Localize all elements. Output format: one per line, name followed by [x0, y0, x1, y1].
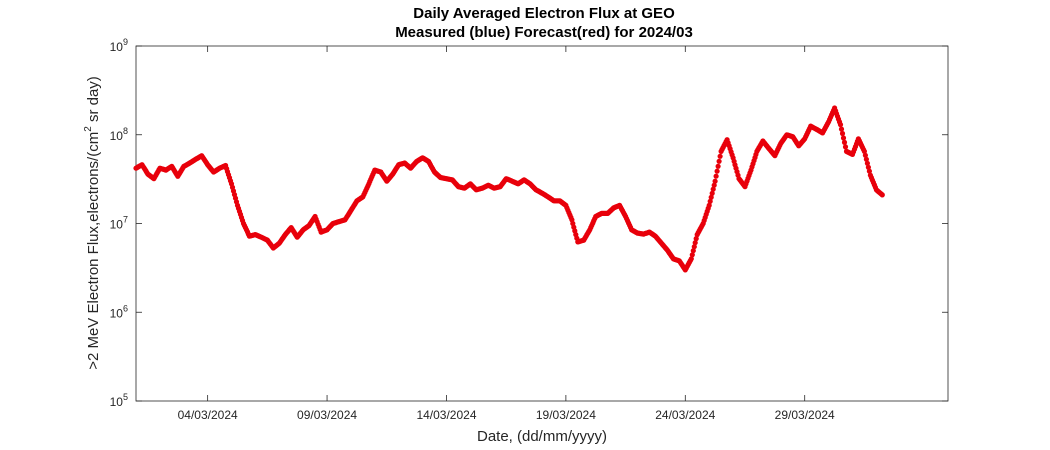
data-point — [864, 160, 871, 166]
y-axis-label-superscript: 2 — [83, 126, 94, 132]
x-tick-label: 29/03/2024 — [775, 408, 835, 422]
y-tick-base: 10 — [110, 40, 124, 54]
chart-subtitle: Measured (blue) Forecast(red) for 2024/0… — [395, 24, 693, 41]
x-axis-label: Date, (dd/mm/yyyy) — [477, 428, 607, 445]
data-point — [716, 158, 722, 164]
data-point — [707, 198, 713, 204]
data-point — [841, 139, 848, 145]
y-tick-label: 109 — [110, 37, 128, 54]
data-point — [693, 236, 699, 242]
data-point — [837, 122, 844, 128]
data-point — [866, 168, 873, 174]
data-point — [688, 256, 694, 262]
y-tick-base: 10 — [110, 395, 124, 409]
data-point — [689, 252, 695, 258]
y-tick-exponent: 6 — [123, 303, 128, 313]
data-point — [706, 202, 712, 208]
y-axis-label: >2 MeV Electron Flux,electrons/(cm2 sr d… — [83, 76, 102, 370]
y-tick-label: 108 — [110, 126, 128, 143]
chart-title: Daily Averaged Electron Flux at GEO — [413, 5, 675, 22]
data-point — [709, 190, 715, 196]
data-point — [712, 178, 718, 184]
y-tick-exponent: 9 — [123, 37, 128, 47]
x-tick-label: 04/03/2024 — [178, 408, 238, 422]
x-tick-label: 24/03/2024 — [655, 408, 715, 422]
forecast-series — [133, 105, 885, 273]
data-point — [717, 153, 723, 159]
y-tick-label: 106 — [110, 303, 128, 320]
x-tick-label: 09/03/2024 — [297, 408, 357, 422]
y-tick-base: 10 — [110, 218, 124, 232]
data-point — [710, 186, 716, 192]
y-tick-exponent: 8 — [123, 126, 128, 136]
y-tick-base: 10 — [110, 306, 124, 320]
data-point — [863, 156, 870, 162]
data-point — [862, 152, 869, 158]
data-point — [861, 148, 868, 154]
data-point — [711, 182, 717, 188]
data-point — [691, 244, 697, 250]
x-tick-label: 14/03/2024 — [416, 408, 476, 422]
data-point — [838, 126, 845, 132]
y-tick-label: 107 — [110, 215, 128, 232]
data-point — [690, 248, 696, 254]
data-point — [715, 163, 721, 169]
y-tick-exponent: 7 — [123, 215, 128, 225]
plot-frame — [135, 45, 949, 402]
data-point — [708, 194, 714, 200]
y-tick-exponent: 5 — [123, 392, 128, 402]
y-axis-label-end: sr day) — [85, 76, 102, 126]
y-tick-base: 10 — [110, 129, 124, 143]
data-point — [842, 144, 849, 150]
data-point — [840, 135, 847, 141]
y-tick-label: 105 — [110, 392, 128, 409]
data-point — [879, 192, 885, 198]
data-point — [839, 130, 846, 137]
data-point — [713, 173, 719, 179]
data-point — [714, 168, 720, 174]
y-axis-label-main: >2 MeV Electron Flux,electrons/(cm — [85, 132, 102, 370]
x-tick-label: 19/03/2024 — [536, 408, 596, 422]
x-axis: 04/03/2024 09/03/2024 14/03/2024 19/03/2024… — [178, 46, 835, 422]
data-point — [865, 164, 872, 170]
data-point — [692, 240, 698, 246]
